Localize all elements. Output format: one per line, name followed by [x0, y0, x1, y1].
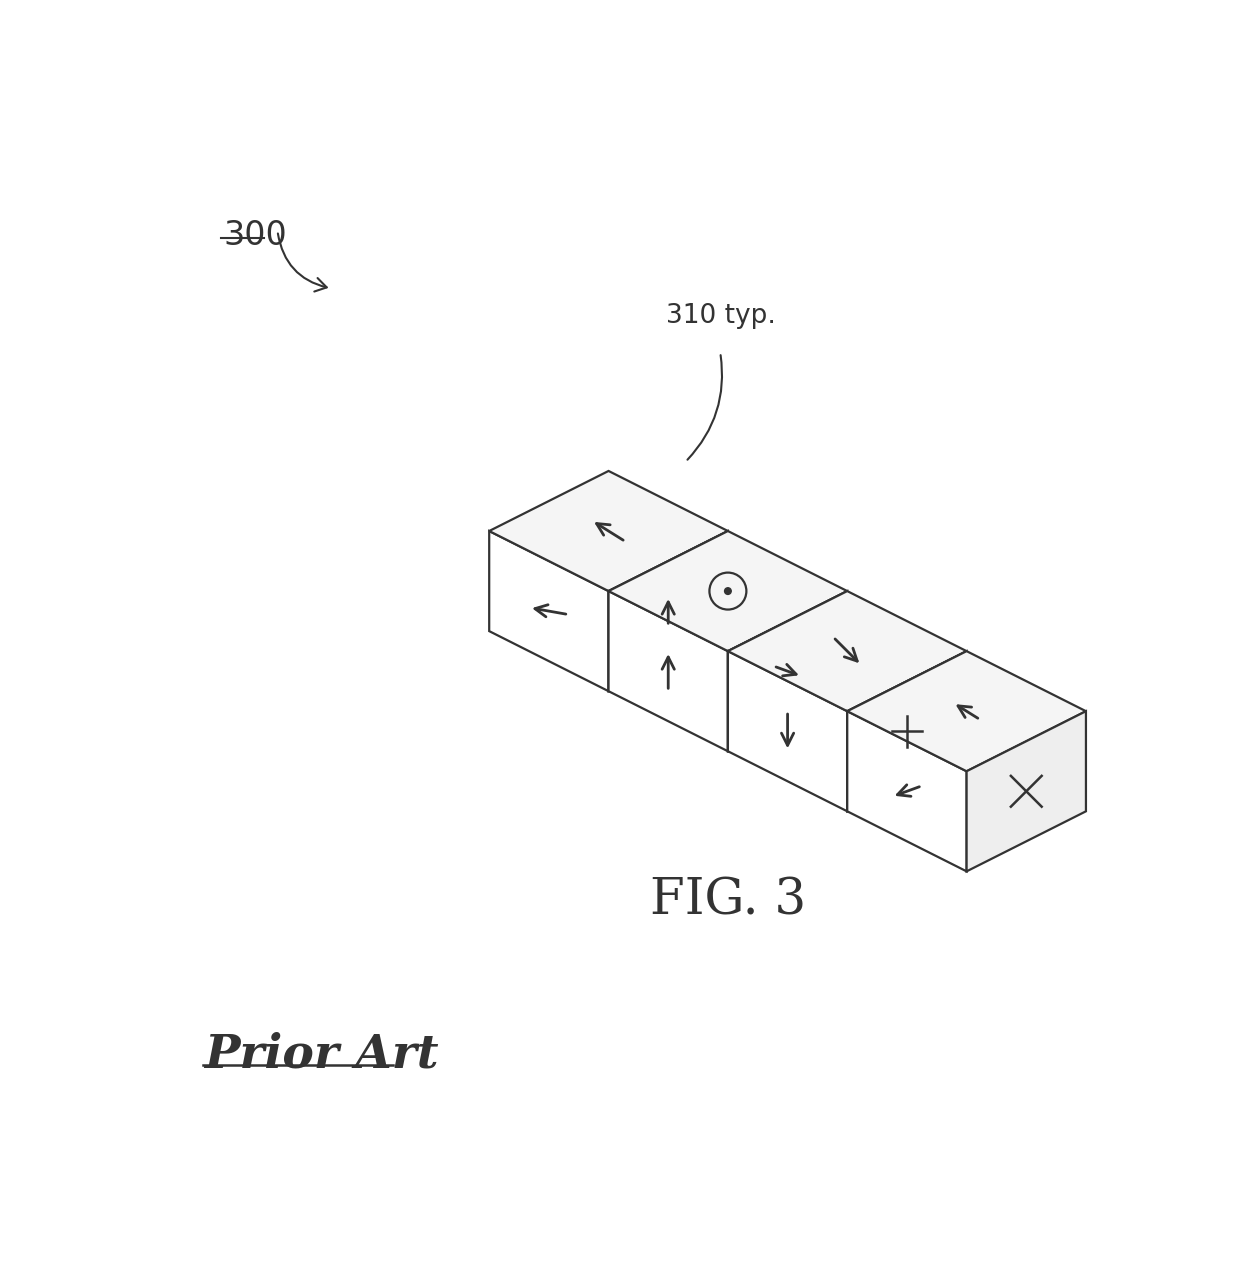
- Text: FIG. 3: FIG. 3: [650, 876, 806, 925]
- Polygon shape: [728, 591, 847, 751]
- Polygon shape: [967, 711, 1086, 871]
- Text: Prior Art: Prior Art: [205, 1031, 439, 1077]
- Circle shape: [724, 588, 732, 594]
- Polygon shape: [490, 471, 728, 591]
- Polygon shape: [609, 532, 728, 692]
- Polygon shape: [490, 532, 609, 692]
- Polygon shape: [609, 532, 847, 651]
- FancyArrowPatch shape: [278, 233, 326, 292]
- Polygon shape: [609, 591, 728, 751]
- Text: 310 typ.: 310 typ.: [666, 304, 776, 329]
- Text: 300: 300: [223, 219, 288, 252]
- FancyArrowPatch shape: [687, 355, 722, 460]
- Polygon shape: [847, 651, 967, 811]
- Polygon shape: [728, 651, 847, 811]
- Polygon shape: [847, 651, 1086, 771]
- Polygon shape: [847, 711, 967, 871]
- Polygon shape: [728, 591, 967, 711]
